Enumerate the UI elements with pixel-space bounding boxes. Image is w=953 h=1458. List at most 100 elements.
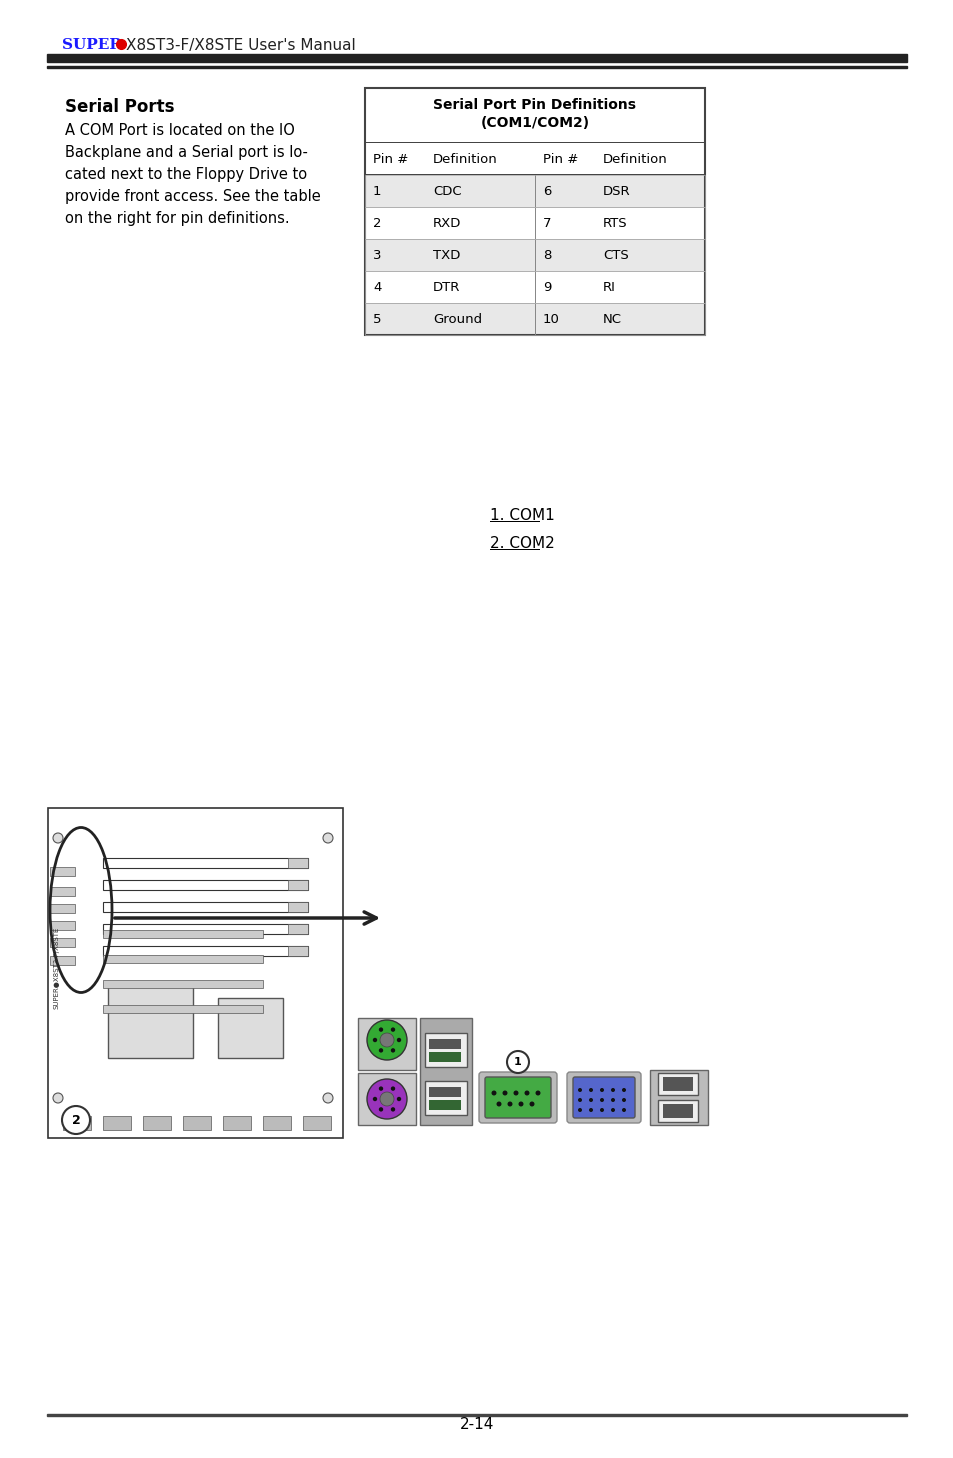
Text: Serial Port Pin Definitions: Serial Port Pin Definitions: [433, 98, 636, 112]
Text: 9: 9: [542, 280, 551, 293]
Bar: [365, 271, 704, 303]
Text: 1: 1: [514, 1057, 521, 1067]
Bar: [288, 903, 308, 913]
Text: 4: 4: [373, 280, 381, 293]
Bar: [103, 930, 263, 937]
Circle shape: [578, 1108, 581, 1112]
Circle shape: [323, 1094, 333, 1104]
Bar: [429, 1053, 460, 1061]
Text: 1: 1: [373, 185, 381, 197]
Bar: [365, 87, 704, 335]
Circle shape: [502, 1091, 507, 1095]
Text: 2. COM2: 2. COM2: [490, 537, 554, 551]
Circle shape: [378, 1107, 383, 1111]
Bar: [357, 1073, 416, 1126]
Text: 5: 5: [373, 312, 381, 325]
Circle shape: [578, 1098, 581, 1102]
FancyBboxPatch shape: [478, 1072, 557, 1123]
Bar: [103, 924, 308, 935]
Circle shape: [610, 1108, 615, 1112]
Circle shape: [599, 1098, 603, 1102]
Circle shape: [621, 1088, 625, 1092]
Circle shape: [378, 1028, 383, 1032]
Circle shape: [610, 1088, 615, 1092]
Circle shape: [367, 1079, 407, 1118]
Text: SUPER●X8ST3-F/X8STE: SUPER●X8ST3-F/X8STE: [54, 927, 60, 1009]
Text: provide front access. See the table: provide front access. See the table: [65, 190, 320, 204]
Text: 8: 8: [542, 248, 551, 261]
Circle shape: [391, 1028, 395, 1032]
Bar: [103, 857, 308, 868]
Circle shape: [507, 1101, 512, 1107]
Bar: [50, 868, 75, 876]
Bar: [183, 1115, 211, 1130]
Text: (COM1/COM2): (COM1/COM2): [480, 117, 589, 130]
Circle shape: [491, 1091, 496, 1095]
Text: Ground: Ground: [433, 312, 481, 325]
Bar: [50, 904, 75, 913]
Bar: [50, 886, 75, 897]
Bar: [662, 1104, 692, 1118]
Text: Definition: Definition: [433, 153, 497, 166]
Text: RXD: RXD: [433, 216, 461, 229]
Circle shape: [621, 1108, 625, 1112]
Circle shape: [379, 1034, 394, 1047]
Circle shape: [53, 1094, 63, 1104]
Text: on the right for pin definitions.: on the right for pin definitions.: [65, 211, 290, 226]
Bar: [223, 1115, 251, 1130]
Text: CDC: CDC: [433, 185, 461, 197]
Bar: [103, 955, 263, 962]
Circle shape: [518, 1101, 523, 1107]
Circle shape: [379, 1092, 394, 1107]
Text: 1. COM1: 1. COM1: [490, 507, 554, 523]
Bar: [535, 175, 536, 335]
Bar: [103, 1005, 263, 1013]
Text: NC: NC: [602, 312, 621, 325]
Circle shape: [529, 1101, 534, 1107]
Bar: [357, 1018, 416, 1070]
Bar: [365, 303, 704, 335]
Circle shape: [513, 1091, 518, 1095]
Text: 2: 2: [71, 1114, 80, 1127]
Circle shape: [391, 1048, 395, 1053]
Circle shape: [391, 1086, 395, 1091]
Bar: [429, 1088, 460, 1096]
FancyBboxPatch shape: [573, 1077, 635, 1118]
Circle shape: [373, 1038, 376, 1042]
Bar: [424, 1080, 467, 1115]
Text: Pin #: Pin #: [373, 153, 408, 166]
Bar: [662, 1077, 692, 1091]
Bar: [649, 1070, 707, 1126]
Text: 10: 10: [542, 312, 559, 325]
Bar: [50, 937, 75, 948]
Bar: [48, 808, 343, 1139]
Bar: [47, 1414, 906, 1416]
Circle shape: [396, 1038, 401, 1042]
Bar: [365, 141, 704, 143]
Bar: [108, 983, 193, 1059]
Text: X8ST3-F/X8STE User's Manual: X8ST3-F/X8STE User's Manual: [126, 38, 355, 52]
Bar: [658, 1073, 698, 1095]
Bar: [365, 239, 704, 271]
Bar: [50, 921, 75, 930]
Circle shape: [53, 833, 63, 843]
Bar: [429, 1099, 460, 1110]
Text: 3: 3: [373, 248, 381, 261]
Bar: [429, 1040, 460, 1048]
Bar: [288, 857, 308, 868]
Bar: [303, 1115, 331, 1130]
Bar: [288, 881, 308, 889]
Bar: [103, 946, 308, 956]
Circle shape: [391, 1107, 395, 1111]
Text: SUPER: SUPER: [62, 38, 122, 52]
Text: DTR: DTR: [433, 280, 460, 293]
Circle shape: [578, 1088, 581, 1092]
Text: A COM Port is located on the IO: A COM Port is located on the IO: [65, 122, 294, 139]
Bar: [365, 175, 704, 207]
Text: 2-14: 2-14: [459, 1417, 494, 1432]
Text: Pin #: Pin #: [542, 153, 578, 166]
Circle shape: [378, 1048, 383, 1053]
Text: 6: 6: [542, 185, 551, 197]
Circle shape: [588, 1108, 593, 1112]
Circle shape: [610, 1098, 615, 1102]
